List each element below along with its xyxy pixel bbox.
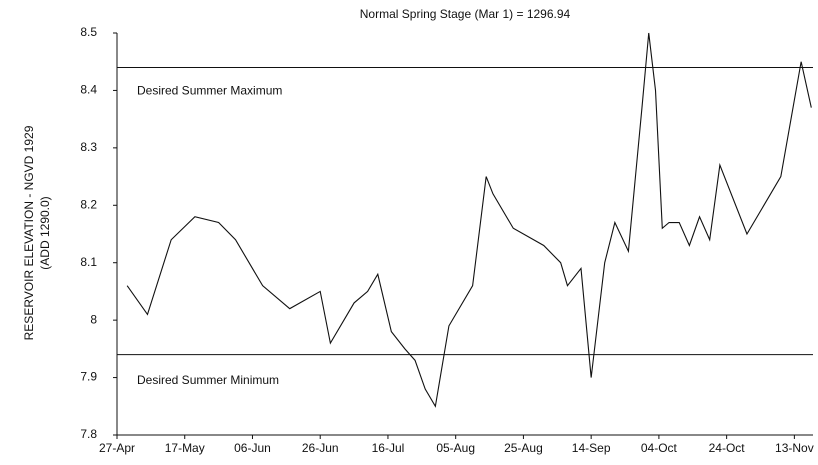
y-axis-label-line: RESERVOIR ELEVATION - NGVD 1929	[22, 125, 36, 340]
y-tick-label: 8.2	[80, 197, 97, 211]
x-tick-label: 17-May	[165, 441, 205, 455]
reference-label: Desired Summer Maximum	[137, 84, 282, 98]
x-tick-label: 16-Jul	[372, 441, 405, 455]
y-tick-label: 8.1	[80, 255, 97, 269]
y-axis-label-line: (ADD 1290.0)	[38, 196, 52, 269]
y-tick-label: 8.3	[80, 140, 97, 154]
chart-title: Normal Spring Stage (Mar 1) = 1296.94	[360, 7, 571, 21]
x-tick-label: 04-Oct	[641, 441, 678, 455]
x-tick-label: 25-Aug	[504, 441, 543, 455]
y-tick-label: 7.9	[80, 370, 97, 384]
y-tick-label: 7.8	[80, 427, 97, 441]
reference-label: Desired Summer Minimum	[137, 373, 279, 387]
series-line	[126, 32, 812, 408]
y-tick-label: 8	[90, 312, 97, 326]
x-tick-label: 27-Apr	[99, 441, 135, 455]
x-tick-label: 26-Jun	[302, 441, 339, 455]
y-tick-label: 8.5	[80, 25, 97, 39]
x-tick-label: 06-Jun	[234, 441, 271, 455]
x-tick-label: 13-Nov	[775, 441, 814, 455]
x-tick-label: 24-Oct	[709, 441, 746, 455]
y-tick-label: 8.4	[80, 83, 97, 97]
x-tick-label: 05-Aug	[436, 441, 475, 455]
x-tick-label: 14-Sep	[572, 441, 611, 455]
y-axis-label: RESERVOIR ELEVATION - NGVD 1929 (ADD 129…	[22, 125, 52, 340]
